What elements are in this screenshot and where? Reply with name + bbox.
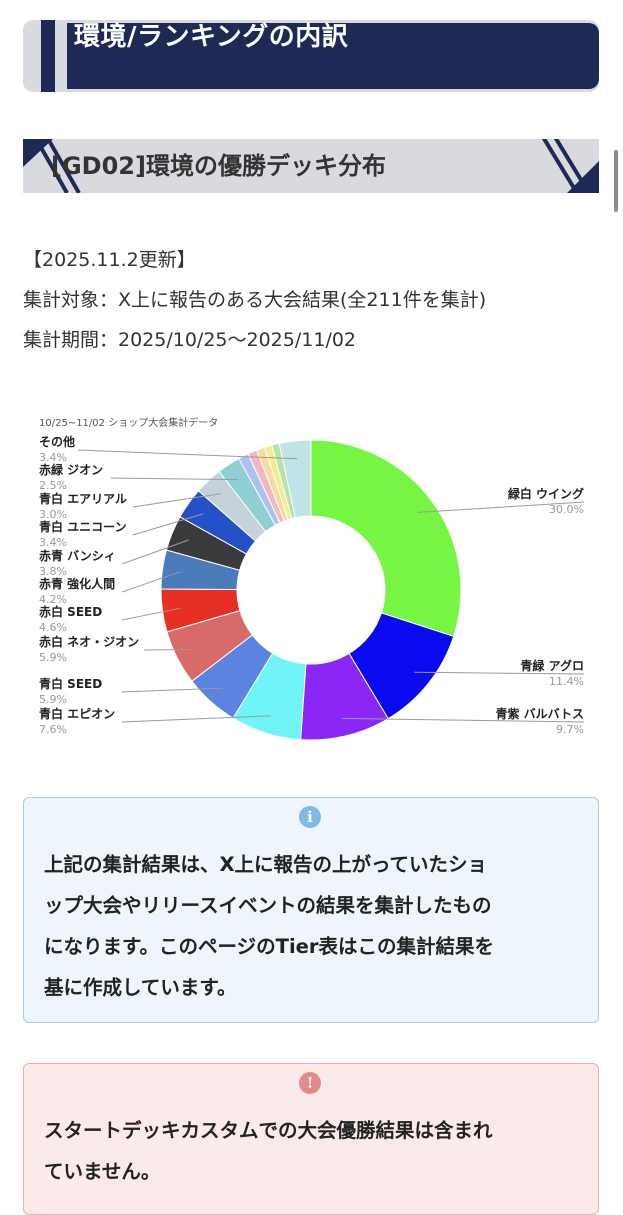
info-line: 基に作成しています。 — [44, 967, 578, 1008]
info-line: 上記の集計結果は、X上に報告の上がっていたショ — [44, 844, 578, 885]
legend-percent: 2.5% — [39, 479, 67, 492]
scrollbar[interactable] — [614, 150, 618, 212]
legend-label: 緑白 ウイング — [508, 486, 584, 501]
warning-line: スタートデッキカスタムでの大会優勝結果は含まれ — [44, 1110, 578, 1151]
legend-label: 青白 ユニコーン — [39, 519, 127, 534]
info-line: ップ大会やリリースイベントの結果を集計したもの — [44, 885, 578, 926]
legend-percent: 4.2% — [39, 593, 67, 606]
legend-percent: 5.9% — [39, 651, 67, 664]
legend-percent: 3.4% — [39, 451, 67, 464]
pie-slice — [311, 440, 461, 636]
legend-label: 赤青 強化人間 — [39, 576, 115, 591]
legend-label: 赤緑 ジオン — [39, 462, 103, 477]
section-title: [GD02]環境の優勝デッキ分布 — [51, 149, 386, 183]
legend-percent: 3.0% — [39, 508, 67, 521]
legend-label: 青白 エアリアル — [39, 491, 127, 506]
legend-label: 青白 エピオン — [39, 706, 115, 721]
info-note-text: 上記の集計結果は、X上に報告の上がっていたショ ップ大会やリリースイベントの結果… — [44, 844, 578, 1008]
legend-percent: 3.8% — [39, 565, 67, 578]
aggregation-period: 集計期間：2025/10/25〜2025/11/02 — [23, 326, 356, 354]
legend-percent: 9.7% — [556, 723, 584, 736]
exclamation-icon: ! — [299, 1072, 321, 1094]
info-note-box: i 上記の集計結果は、X上に報告の上がっていたショ ップ大会やリリースイベントの… — [23, 797, 599, 1023]
legend-percent: 4.6% — [39, 621, 67, 634]
info-icon: i — [299, 806, 321, 828]
warning-note-text: スタートデッキカスタムでの大会優勝結果は含まれ ていません。 — [44, 1110, 578, 1192]
legend-percent: 11.4% — [549, 675, 584, 688]
warning-line: ていません。 — [44, 1151, 578, 1192]
info-line: になります。このページのTier表はこの集計結果を — [44, 926, 578, 967]
page-title: 環境/ランキングの内訳 — [74, 20, 348, 54]
legend-percent: 30.0% — [549, 503, 584, 516]
update-date: 【2025.11.2更新】 — [23, 246, 196, 274]
legend-label: 青白 SEED — [39, 676, 102, 691]
subsection-header: [GD02]環境の優勝デッキ分布 — [23, 139, 599, 193]
legend-label: 赤白 SEED — [39, 604, 102, 619]
warning-note-box: ! スタートデッキカスタムでの大会優勝結果は含まれ ていません。 — [23, 1063, 599, 1215]
legend-label: 青緑 アグロ — [520, 658, 584, 673]
header-accent-bar — [41, 20, 55, 92]
legend-label: その他 — [39, 434, 75, 449]
legend-label: 青紫 バルバトス — [495, 706, 584, 721]
legend-label: 赤青 バンシィ — [39, 548, 116, 563]
donut-chart: 緑白 ウイング 30.0% 青緑 アグロ 11.4% 青紫 バルバトス 9.7% 青白 エピ… — [0, 420, 623, 750]
legend-percent: 3.4% — [39, 536, 67, 549]
legend-label: 赤白 ネオ・ジオン — [39, 634, 139, 649]
legend-percent: 5.9% — [39, 693, 67, 706]
header-stripe-right — [537, 139, 599, 193]
legend-percent: 7.6% — [39, 723, 67, 736]
aggregation-target: 集計対象：X上に報告のある大会結果(全211件を集計) — [23, 286, 486, 314]
